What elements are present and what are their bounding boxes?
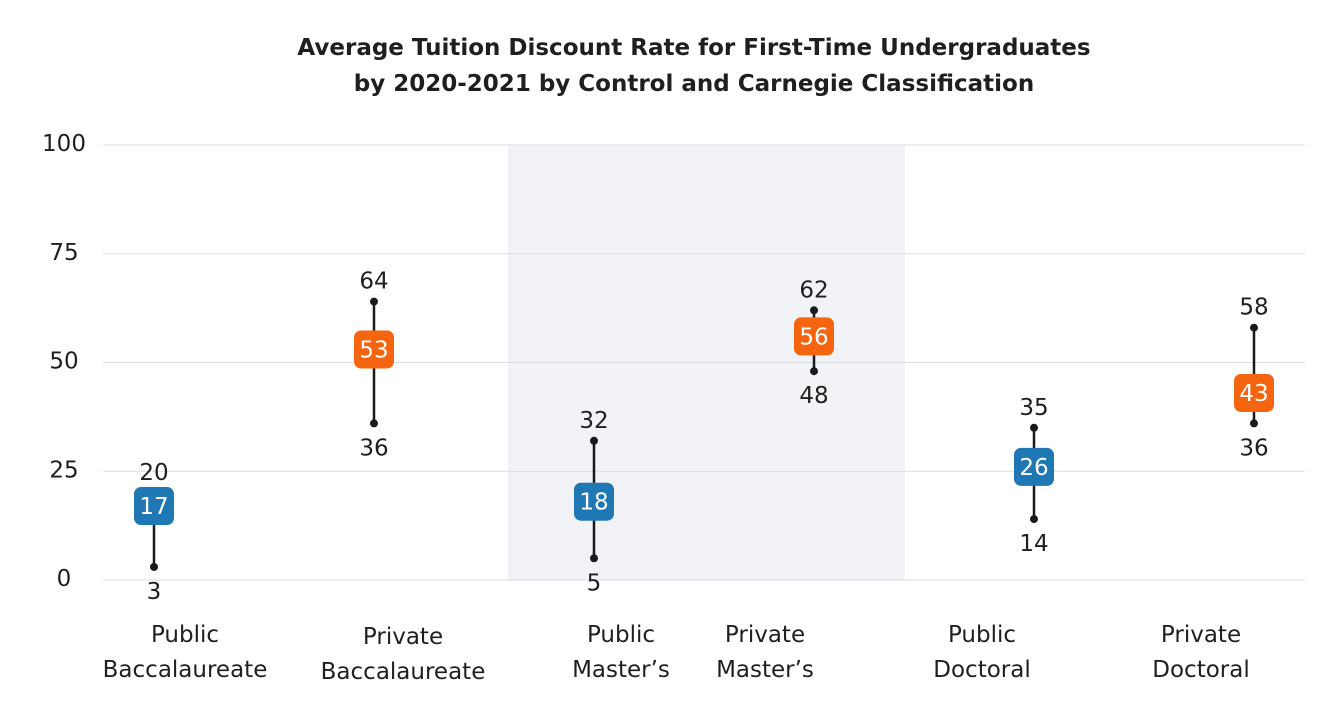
range-marks: 20 3 17 64 36 53 32 5 18 62 48 56 35 14 26 58 36 43 [134, 269, 1274, 605]
value-badge [794, 317, 834, 356]
low-dot [810, 367, 818, 376]
high-dot [370, 297, 378, 306]
range-mark-2: 32 5 18 [574, 408, 614, 596]
y-tick-label-75: 75 [49, 240, 78, 266]
category-label-1-line-1: Baccalaureate [321, 659, 486, 685]
chart-title-line-2: by 2020-2021 by Control and Carnegie Cla… [354, 71, 1034, 97]
high-dot [1030, 423, 1038, 432]
range-mark-0: 20 3 17 [134, 460, 174, 605]
category-label-5-line-1: Doctoral [1152, 657, 1249, 683]
value-badge [574, 482, 614, 521]
y-tick-label-50: 50 [49, 349, 78, 375]
low-label: 36 [359, 435, 388, 461]
low-dot [590, 554, 598, 563]
category-label-4-line-0: Public [948, 622, 1016, 648]
low-dot [370, 419, 378, 428]
high-dot [590, 436, 598, 445]
y-tick-label-25: 25 [49, 457, 78, 483]
category-label-0-line-1: Baccalaureate [103, 657, 268, 683]
category-label-3-line-0: Private [725, 622, 805, 648]
category-label-2-line-0: Public [587, 622, 655, 648]
value-badge [354, 330, 394, 369]
low-label: 48 [799, 383, 828, 409]
category-label-5-line-0: Private [1161, 622, 1241, 648]
chart-title-line-1: Average Tuition Discount Rate for First-… [297, 35, 1090, 61]
range-mark-5: 58 36 43 [1234, 295, 1274, 461]
range-mark-1: 64 36 53 [354, 269, 394, 461]
y-tick-label-100: 100 [42, 131, 86, 157]
low-label: 3 [147, 579, 162, 605]
low-dot [1030, 515, 1038, 524]
value-label: 18 [579, 490, 608, 516]
low-label: 5 [587, 570, 602, 596]
value-label: 53 [359, 337, 388, 363]
category-label-0-line-0: Public [151, 622, 219, 648]
high-label: 62 [799, 277, 828, 303]
category-label-2-line-1: Master’s [572, 657, 670, 683]
value-badge [134, 487, 174, 526]
range-mark-3: 62 48 56 [794, 277, 834, 409]
category-label-1-line-0: Private [363, 624, 443, 650]
low-label: 14 [1019, 531, 1048, 557]
value-label: 17 [139, 494, 168, 520]
category-label-3-line-1: Master’s [716, 657, 814, 683]
high-dot [1250, 323, 1258, 332]
range-mark-4: 35 14 26 [1014, 395, 1054, 557]
high-label: 58 [1239, 295, 1268, 321]
high-label: 20 [139, 460, 168, 486]
high-label: 35 [1019, 395, 1048, 421]
value-badge [1014, 447, 1054, 486]
gridlines [103, 144, 1305, 581]
value-badge [1234, 373, 1274, 412]
value-label: 26 [1019, 455, 1048, 481]
high-label: 64 [359, 269, 388, 295]
category-label-4-line-1: Doctoral [933, 657, 1030, 683]
low-dot [1250, 419, 1258, 428]
y-tick-labels: 0 25 50 75 100 [42, 131, 86, 592]
low-label: 36 [1239, 435, 1268, 461]
value-label: 56 [799, 324, 828, 350]
y-tick-label-0: 0 [57, 566, 72, 592]
category-labels: Public Baccalaureate Private Baccalaureate P… [103, 622, 1250, 685]
high-label: 32 [579, 408, 608, 434]
high-dot [810, 306, 818, 315]
value-label: 43 [1239, 381, 1268, 407]
low-dot [150, 562, 158, 571]
